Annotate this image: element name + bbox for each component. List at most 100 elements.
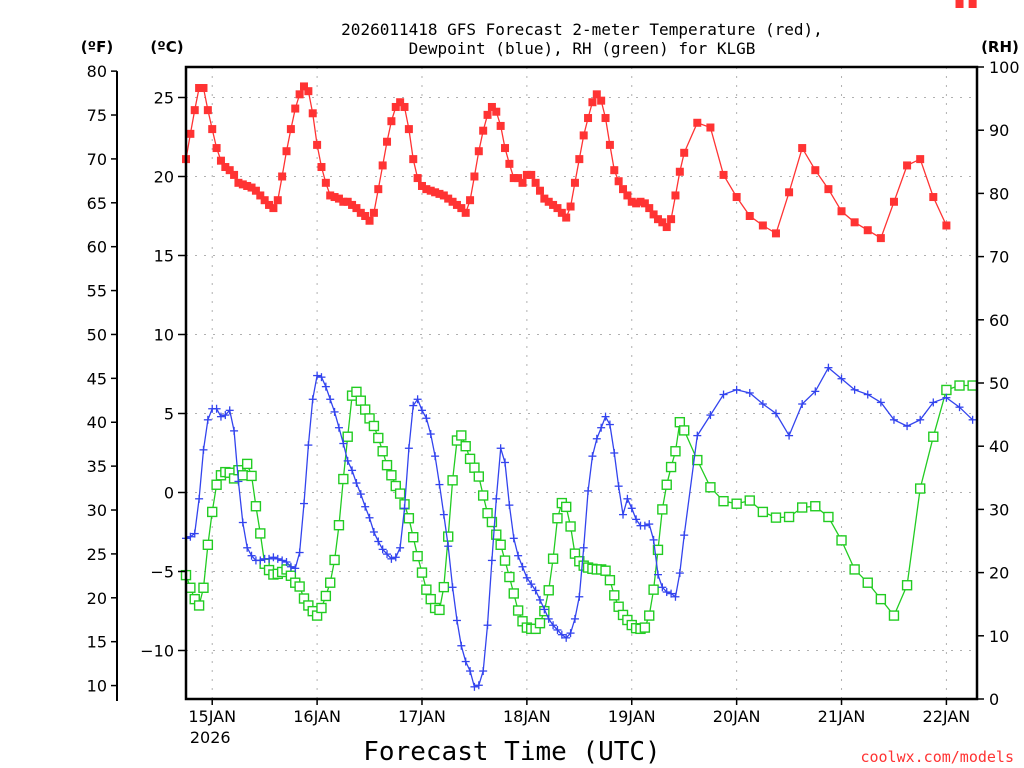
rh-point [202, 539, 214, 550]
temperature-point [374, 185, 383, 194]
rh-point [796, 502, 808, 513]
rh-point [836, 535, 847, 546]
dewpoint-series [182, 363, 977, 691]
dewpoint-point [483, 621, 492, 630]
dewpoint-point [610, 448, 619, 457]
rh-point [237, 470, 249, 481]
chart-title-line1: 2026011418 GFS Forecast 2-meter Temperat… [341, 20, 823, 39]
rh-point [928, 431, 939, 442]
rh-point [338, 473, 349, 485]
temperature-point [238, 180, 247, 189]
dewpoint-point [190, 529, 199, 538]
dewpoint-point [326, 395, 335, 404]
celsius-tick-label: 5 [164, 404, 174, 423]
temperature-point [903, 161, 912, 170]
rh-point [394, 488, 406, 499]
dewpoint-point [811, 387, 820, 396]
rh-point [875, 593, 887, 605]
temperature-point [299, 82, 308, 91]
dewpoint-point [273, 554, 282, 563]
temperature-point [968, 0, 977, 8]
temperature-point [383, 137, 392, 146]
temperature-point [785, 188, 794, 197]
temperature-point [330, 193, 339, 202]
dewpoint-point [339, 439, 348, 448]
temperature-point [837, 207, 846, 216]
temperature-point [557, 208, 566, 217]
x-tick-label: 21JAN [818, 707, 866, 726]
dewpoint-point [400, 504, 409, 513]
dewpoint-point [889, 415, 898, 424]
rh-point [862, 577, 873, 588]
temperature-point [597, 96, 606, 105]
dewpoint-point [531, 586, 540, 595]
rh-point [770, 512, 782, 523]
dewpoint-point [391, 553, 400, 562]
rh-tick-label: 0 [989, 690, 999, 709]
temperature-point [431, 188, 440, 197]
temperature-point [203, 106, 212, 115]
series-layer [180, 0, 978, 691]
dewpoint-point [286, 562, 295, 571]
fahrenheit-unit-label: (ºF) [81, 38, 113, 56]
temperature-point [518, 178, 527, 187]
dewpoint-point [544, 614, 553, 623]
rh-point [250, 501, 262, 512]
rh-point [460, 441, 471, 452]
x-tick-year-label: 2026 [190, 728, 231, 747]
axes: 15JAN 2026 16JAN 17JAN 18JAN 19JAN 20JAN 21JAN 2… [87, 58, 1020, 747]
rh-tick-label: 30 [989, 500, 1009, 519]
temperature-point [492, 107, 501, 116]
fahrenheit-tick-label: 25 [87, 545, 107, 564]
dewpoint-point [238, 518, 247, 527]
dewpoint-point [348, 466, 357, 475]
temperature-point [496, 121, 505, 130]
rh-tick-label: 60 [989, 311, 1009, 330]
dewpoint-point [269, 553, 278, 562]
dewpoint-point [199, 445, 208, 454]
temperature-point [313, 140, 322, 149]
dewpoint-point [575, 592, 584, 601]
dewpoint-point [671, 592, 680, 601]
x-tick-label: 17JAN [398, 707, 446, 726]
temperature-point [365, 216, 374, 225]
fahrenheit-tick-label: 80 [87, 62, 107, 81]
temperature-point [230, 170, 239, 179]
rh-point [368, 420, 380, 432]
rh-point [241, 458, 253, 470]
celsius-tick-label: 20 [154, 167, 174, 186]
dewpoint-point [863, 390, 872, 399]
temperature-point [632, 199, 641, 208]
dewpoint-point [509, 534, 518, 543]
temperature-point [535, 186, 544, 195]
rh-point [657, 504, 668, 515]
rh-point [547, 553, 559, 564]
dewpoint-point [584, 486, 593, 495]
rh-point [408, 532, 419, 543]
rh-point [456, 430, 467, 441]
rh-point [783, 511, 795, 523]
temperature-point [208, 125, 217, 134]
dewpoint-point [352, 479, 361, 488]
dewpoint-point [903, 422, 912, 431]
rh-point [718, 495, 729, 507]
rh-point [639, 622, 651, 633]
dewpoint-point [824, 363, 833, 372]
dewpoint-point [221, 411, 230, 420]
rh-point [329, 554, 340, 566]
temperature-point [531, 178, 540, 187]
rh-point [412, 550, 423, 562]
dewpoint-point [487, 556, 496, 565]
fahrenheit-tick-label: 35 [87, 457, 107, 476]
dewpoint-point [929, 398, 938, 407]
credit-link[interactable]: coolwx.com/models [860, 748, 1014, 766]
temperature-point [256, 191, 265, 200]
x-tick-label: 22JAN [923, 707, 971, 726]
dewpoint-point [675, 569, 684, 578]
temperature-point [269, 204, 278, 213]
x-tick-label: 19JAN [608, 707, 656, 726]
rh-point [373, 432, 384, 444]
dewpoint-point [313, 371, 322, 380]
celsius-tick-label: −5 [150, 562, 174, 581]
